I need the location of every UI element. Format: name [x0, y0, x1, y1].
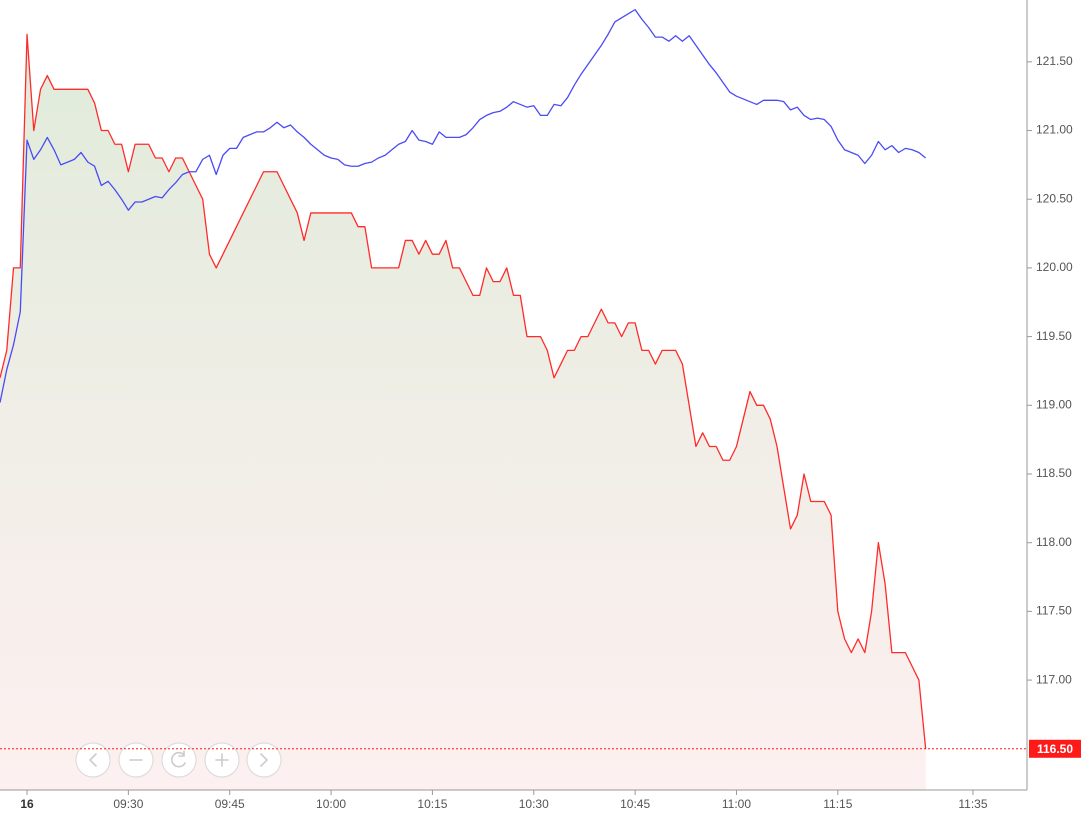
y-tick-label: 119.00 [1036, 397, 1072, 411]
y-tick-label: 118.00 [1036, 535, 1072, 549]
reset-button[interactable] [161, 742, 197, 778]
y-tick-label: 121.50 [1036, 54, 1073, 68]
x-tick-label: 10:45 [620, 797, 650, 811]
x-tick-label: 11:00 [722, 797, 751, 811]
x-tick-label: 11:35 [958, 797, 987, 811]
y-tick-label: 119.50 [1036, 329, 1072, 343]
last-price-box [1029, 739, 1081, 758]
price-line [0, 8, 927, 403]
x-tick-label: 10:30 [519, 797, 549, 811]
y-tick-label: 117.50 [1036, 604, 1072, 618]
x-tick-label: 10:15 [417, 797, 447, 811]
plot-area [0, 8, 927, 791]
x-tick-label: 11:15 [823, 797, 852, 811]
y-tick-label: 120.50 [1036, 191, 1073, 205]
x-tick-label: 10:00 [316, 797, 346, 811]
scroll-right-button[interactable] [246, 742, 282, 778]
y-tick-label: 117.00 [1036, 672, 1072, 686]
x-tick-label: 16 [20, 797, 34, 811]
last-price-label: 116.50 [1037, 742, 1073, 756]
y-tick-label: 121.00 [1036, 123, 1073, 137]
scroll-left-button[interactable] [75, 742, 111, 778]
zoom-controls [75, 742, 282, 778]
x-tick-label: 09:30 [113, 797, 143, 811]
area-fill [0, 34, 926, 791]
price-line [0, 33, 927, 749]
x-tick-label: 09:45 [215, 797, 245, 811]
y-tick-label: 120.00 [1036, 260, 1073, 274]
zoom-in-button[interactable] [204, 742, 240, 778]
y-tick-label: 118.50 [1036, 466, 1072, 480]
zoom-out-button[interactable] [118, 742, 154, 778]
